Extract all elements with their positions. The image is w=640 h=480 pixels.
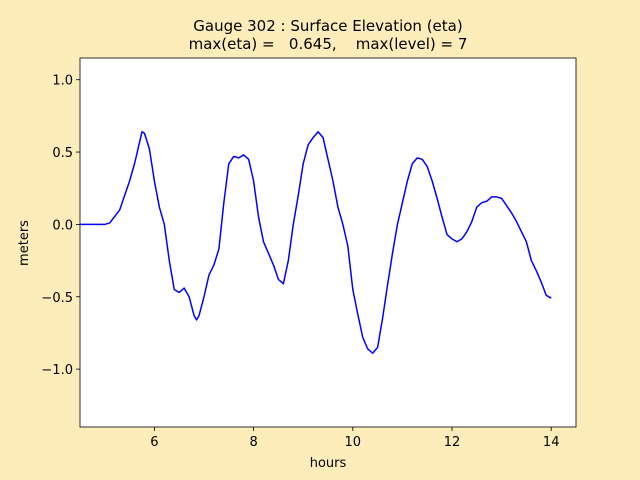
y-tick-label: 0.5	[52, 146, 73, 161]
x-tick-label: 12	[444, 435, 461, 450]
plot-area	[80, 58, 576, 427]
y-axis-label: meters	[17, 220, 32, 266]
x-tick-label: 6	[150, 435, 158, 450]
x-tick-label: 14	[543, 435, 560, 450]
y-tick-label: −0.5	[41, 291, 73, 306]
y-tick-label: 0.0	[52, 218, 73, 233]
data-line	[80, 131, 552, 354]
y-tick-label: 1.0	[52, 74, 73, 89]
chart-title: Gauge 302 : Surface Elevation (eta)	[193, 17, 462, 35]
chart-subtitle: max(eta) = 0.645, max(level) = 7	[189, 35, 468, 53]
plot-frame	[79, 57, 577, 428]
y-tick-label: −1.0	[41, 363, 73, 378]
x-tick-label: 8	[249, 435, 257, 450]
x-tick-label: 10	[345, 435, 362, 450]
x-axis-label: hours	[310, 456, 347, 471]
